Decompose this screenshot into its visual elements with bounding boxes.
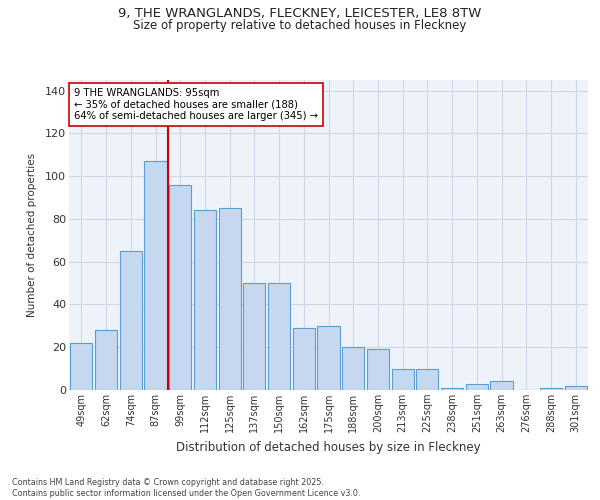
Bar [95, 330, 117, 390]
Bar [441, 388, 463, 390]
Bar [466, 384, 488, 390]
Bar [565, 386, 587, 390]
Bar [268, 283, 290, 390]
Bar [317, 326, 340, 390]
Text: 9 THE WRANGLANDS: 95sqm
← 35% of detached houses are smaller (188)
64% of semi-d: 9 THE WRANGLANDS: 95sqm ← 35% of detache… [74, 88, 318, 121]
Bar [293, 328, 315, 390]
Bar [243, 283, 265, 390]
Bar [119, 251, 142, 390]
Bar [194, 210, 216, 390]
Bar [416, 368, 439, 390]
Text: 9, THE WRANGLANDS, FLECKNEY, LEICESTER, LE8 8TW: 9, THE WRANGLANDS, FLECKNEY, LEICESTER, … [118, 8, 482, 20]
X-axis label: Distribution of detached houses by size in Fleckney: Distribution of detached houses by size … [176, 440, 481, 454]
Bar [169, 185, 191, 390]
Bar [342, 347, 364, 390]
Bar [540, 388, 562, 390]
Bar [392, 368, 414, 390]
Bar [145, 161, 167, 390]
Y-axis label: Number of detached properties: Number of detached properties [27, 153, 37, 317]
Bar [490, 382, 512, 390]
Text: Contains HM Land Registry data © Crown copyright and database right 2025.
Contai: Contains HM Land Registry data © Crown c… [12, 478, 361, 498]
Text: Size of property relative to detached houses in Fleckney: Size of property relative to detached ho… [133, 19, 467, 32]
Bar [218, 208, 241, 390]
Bar [367, 350, 389, 390]
Bar [70, 343, 92, 390]
